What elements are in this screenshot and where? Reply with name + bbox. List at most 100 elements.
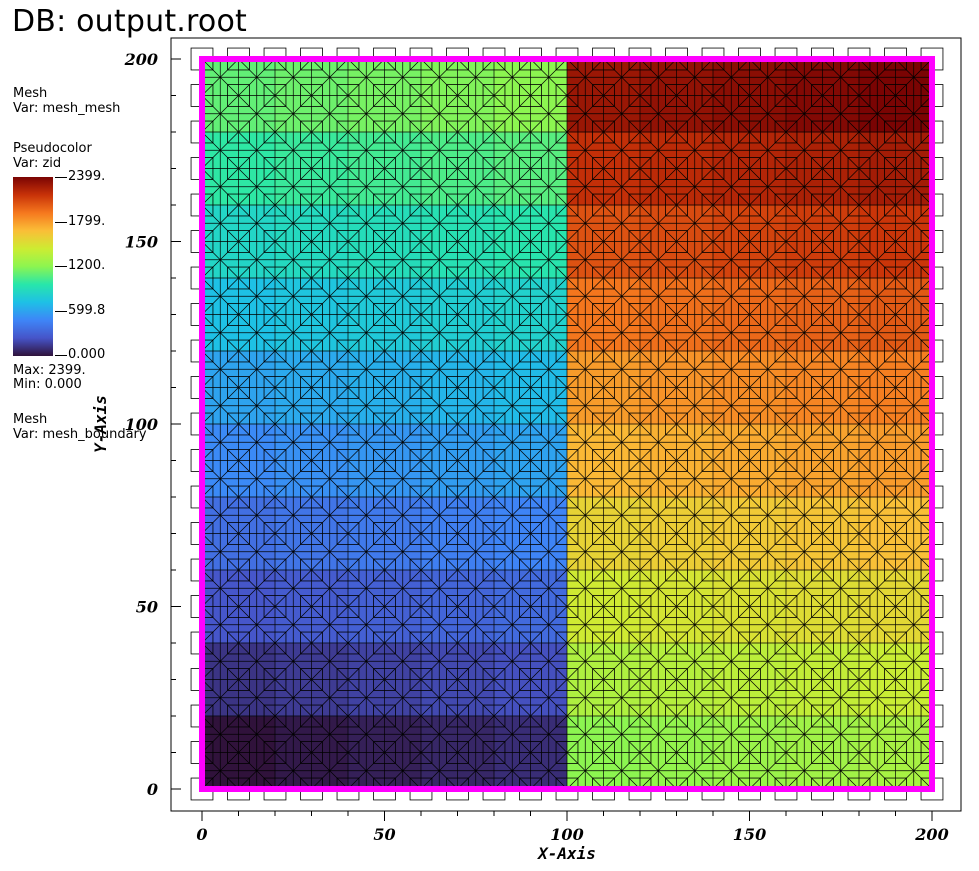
mesh-node-square xyxy=(300,741,323,764)
mesh-line xyxy=(457,350,495,388)
mesh-node-square xyxy=(738,485,761,509)
mesh-line xyxy=(785,752,823,790)
mesh-line xyxy=(603,95,641,133)
mesh-node-square xyxy=(811,668,834,691)
mesh-line xyxy=(457,314,495,352)
mesh-line xyxy=(457,387,495,425)
mesh-node-square xyxy=(555,741,579,764)
mesh-node-square xyxy=(300,120,323,144)
mesh-node-square xyxy=(774,558,798,582)
mesh-node-square xyxy=(701,631,725,655)
mesh-node-square xyxy=(519,522,542,545)
mesh-node-square xyxy=(227,266,250,290)
mesh-node-square xyxy=(774,704,798,728)
mesh-line xyxy=(384,606,422,644)
mesh-node-square xyxy=(482,522,506,545)
y-tick-label: 200 xyxy=(124,50,158,69)
mesh-line xyxy=(858,533,896,571)
mesh-line xyxy=(347,606,385,644)
mesh-line xyxy=(603,423,641,461)
mesh-line xyxy=(895,131,933,169)
mesh-line xyxy=(274,95,312,133)
mesh-line xyxy=(822,533,860,571)
mesh-line xyxy=(420,642,458,680)
mesh-line xyxy=(201,131,239,169)
mesh-node-square xyxy=(409,412,433,436)
mesh-node-square xyxy=(665,339,688,363)
mesh-line xyxy=(749,95,787,133)
mesh-node-square xyxy=(847,193,871,217)
mesh-line xyxy=(274,715,312,753)
mesh-node-square xyxy=(373,631,396,655)
mesh-line xyxy=(895,496,933,534)
mesh-node-square xyxy=(665,631,688,655)
mesh-line xyxy=(785,277,823,315)
mesh-node-square xyxy=(409,230,433,253)
mesh-line xyxy=(238,168,276,206)
mesh-line xyxy=(530,679,568,717)
mesh-line xyxy=(530,168,568,206)
mesh-line xyxy=(384,95,422,133)
mesh-line xyxy=(274,569,312,607)
mesh-line xyxy=(785,314,823,352)
colorbar xyxy=(13,177,53,356)
mesh-line xyxy=(347,679,385,717)
mesh-node-square xyxy=(409,668,433,691)
mesh-node-square xyxy=(592,339,615,363)
mesh-node-square xyxy=(628,84,652,107)
mesh-line xyxy=(676,642,714,680)
mesh-line xyxy=(676,460,714,498)
mesh-line xyxy=(201,241,239,279)
mesh-node-square xyxy=(336,485,360,509)
mesh-line xyxy=(858,460,896,498)
mesh-node-square xyxy=(592,449,615,472)
mesh-line xyxy=(493,642,531,680)
mesh-node-square xyxy=(592,412,615,436)
mesh-node-square xyxy=(482,339,506,363)
mesh-node-square xyxy=(738,266,761,290)
legend-min: Min: 0.000 xyxy=(13,377,82,392)
mesh-line xyxy=(822,350,860,388)
mesh-line xyxy=(530,131,568,169)
mesh-line xyxy=(603,569,641,607)
mesh-node-square xyxy=(519,193,542,217)
mesh-line xyxy=(676,606,714,644)
legend-boundary-var: Var: mesh_boundary xyxy=(13,427,147,442)
mesh-line xyxy=(676,241,714,279)
mesh-line xyxy=(384,496,422,534)
mesh-node-square xyxy=(628,376,652,399)
mesh-line xyxy=(676,204,714,242)
mesh-line xyxy=(347,460,385,498)
mesh-node-square xyxy=(263,741,287,764)
mesh-node-square xyxy=(847,157,871,180)
mesh-node-square xyxy=(555,449,579,472)
mesh-node-square xyxy=(555,157,579,180)
mesh-line xyxy=(311,679,349,717)
mesh-line xyxy=(311,387,349,425)
mesh-line xyxy=(384,314,422,352)
mesh-line xyxy=(384,460,422,498)
mesh-node-square xyxy=(738,741,761,764)
mesh-line xyxy=(712,679,750,717)
mesh-line xyxy=(493,241,531,279)
mesh-node-square xyxy=(409,193,433,217)
mesh-node-square xyxy=(701,193,725,217)
mesh-node-square xyxy=(446,558,469,582)
mesh-line xyxy=(822,387,860,425)
mesh-node-square xyxy=(847,631,871,655)
mesh-line xyxy=(274,606,312,644)
mesh-line xyxy=(895,460,933,498)
mesh-node-square xyxy=(300,376,323,399)
y-tick-label: 50 xyxy=(136,598,158,617)
mesh-line xyxy=(530,277,568,315)
mesh-line xyxy=(420,679,458,717)
mesh-line xyxy=(603,752,641,790)
mesh-node-square xyxy=(701,120,725,144)
mesh-node-square xyxy=(227,193,250,217)
mesh-line xyxy=(530,715,568,753)
mesh-line xyxy=(493,679,531,717)
mesh-line xyxy=(822,58,860,96)
mesh-node-square xyxy=(446,193,469,217)
mesh-line xyxy=(895,350,933,388)
mesh-node-square xyxy=(482,485,506,509)
